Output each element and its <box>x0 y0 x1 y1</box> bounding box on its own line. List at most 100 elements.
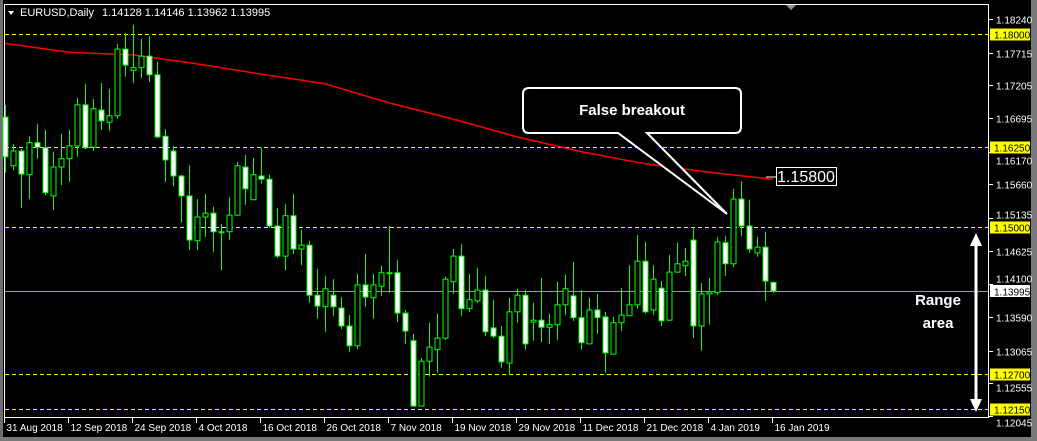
bull-candle <box>426 322 433 377</box>
arrow-down-icon <box>970 399 982 412</box>
candle-body <box>570 295 577 319</box>
candle-body <box>322 288 329 308</box>
candle-body <box>378 272 385 287</box>
bull-candle <box>530 302 537 341</box>
symbol-timeframe: EURUSD,Daily <box>20 7 94 19</box>
price-tick-label: 1.17715 <box>996 50 1033 61</box>
date-tick-label: 4 Jan 2019 <box>711 423 761 434</box>
candle-body <box>74 104 81 147</box>
bull-candle <box>130 24 137 84</box>
bull-candle <box>234 161 241 216</box>
bull-candle <box>546 313 553 344</box>
bear-candle <box>330 279 337 316</box>
bull-candle <box>562 274 569 316</box>
right-scrollbar[interactable] <box>1031 0 1037 441</box>
bear-candle <box>98 83 105 130</box>
candle-body <box>162 135 169 161</box>
bull-candle <box>418 357 425 407</box>
bear-candle <box>458 243 465 316</box>
date-tick-label: 4 Oct 2018 <box>199 423 248 434</box>
candle-body <box>490 327 497 337</box>
current-price-tag <box>990 285 1030 297</box>
candle-body <box>554 304 561 326</box>
candle-body <box>186 195 193 241</box>
candle-body <box>394 272 401 314</box>
current-price-tag-text: 1.13995 <box>994 288 1031 299</box>
candle-body <box>746 225 753 250</box>
bear-candle <box>482 275 489 337</box>
bear-candle <box>402 309 409 344</box>
bear-candle <box>658 281 665 326</box>
candle-body <box>546 324 553 328</box>
bear-candle <box>162 129 169 182</box>
candle-body <box>314 294 321 307</box>
candle-body <box>66 145 73 160</box>
bear-candle <box>290 193 297 255</box>
bear-candle <box>690 227 697 339</box>
bear-candle <box>178 174 185 223</box>
bull-candle <box>354 274 361 350</box>
bull-candle <box>466 274 473 312</box>
candle-body <box>34 142 41 148</box>
bull-candle <box>434 313 441 373</box>
candle-body <box>578 317 585 344</box>
candle-body <box>234 165 241 216</box>
candle-body <box>338 307 345 327</box>
candle-body <box>218 231 225 234</box>
candle-body <box>42 147 49 194</box>
level-price-tag <box>990 368 1030 381</box>
bear-candle <box>490 299 497 339</box>
chart-shift-marker-icon[interactable] <box>786 5 796 10</box>
callout-text: False breakout <box>579 102 685 119</box>
candle-body <box>706 291 713 295</box>
candle-body <box>122 48 129 66</box>
bull-candle <box>50 151 57 210</box>
candle-body <box>722 242 729 265</box>
candle-body <box>330 294 337 308</box>
candle-body <box>194 216 201 242</box>
candle-body <box>178 175 185 197</box>
ma-price-label: 1.15800 <box>777 169 835 186</box>
candle-body <box>666 271 673 321</box>
bull-candle <box>634 234 641 309</box>
price-tick-label: 1.15660 <box>996 181 1033 192</box>
candle-body <box>90 108 97 148</box>
bull-candle <box>250 158 257 201</box>
candle-body <box>506 311 513 364</box>
candle-body <box>650 278 657 311</box>
menu-triangle-icon[interactable] <box>8 11 14 15</box>
bull-candle <box>282 204 289 271</box>
price-tick-label: 1.17205 <box>996 82 1033 93</box>
bear-candle <box>210 206 217 253</box>
candle-body <box>498 335 505 363</box>
candle-body <box>274 225 281 257</box>
bear-candle <box>602 311 609 373</box>
level-price-tag <box>990 28 1030 41</box>
candle-body <box>114 48 121 117</box>
candle-body <box>530 319 537 323</box>
bear-candle <box>2 104 9 173</box>
bear-candle <box>498 325 505 368</box>
price-tick-label: 1.18240 <box>996 16 1033 27</box>
bear-candle <box>170 145 177 187</box>
candle-body <box>426 346 433 362</box>
date-tick-label: 26 Oct 2018 <box>327 423 382 434</box>
bear-candle <box>538 277 545 342</box>
bull-candle <box>730 188 737 267</box>
candle-body <box>698 293 705 327</box>
bull-candle <box>674 242 681 273</box>
candle-body <box>146 55 153 76</box>
date-tick-label: 11 Dec 2018 <box>583 423 639 434</box>
bull-candle <box>698 283 705 351</box>
level-price-tag <box>990 403 1030 416</box>
price-tick-label: 1.15135 <box>996 211 1033 222</box>
bull-candle <box>506 297 513 375</box>
candle-body <box>402 312 409 332</box>
candle-body <box>522 294 529 345</box>
bear-candle <box>362 254 369 307</box>
candle-body <box>410 340 417 407</box>
range-label-line2: area <box>923 315 955 332</box>
bottom-edge <box>0 437 1037 441</box>
